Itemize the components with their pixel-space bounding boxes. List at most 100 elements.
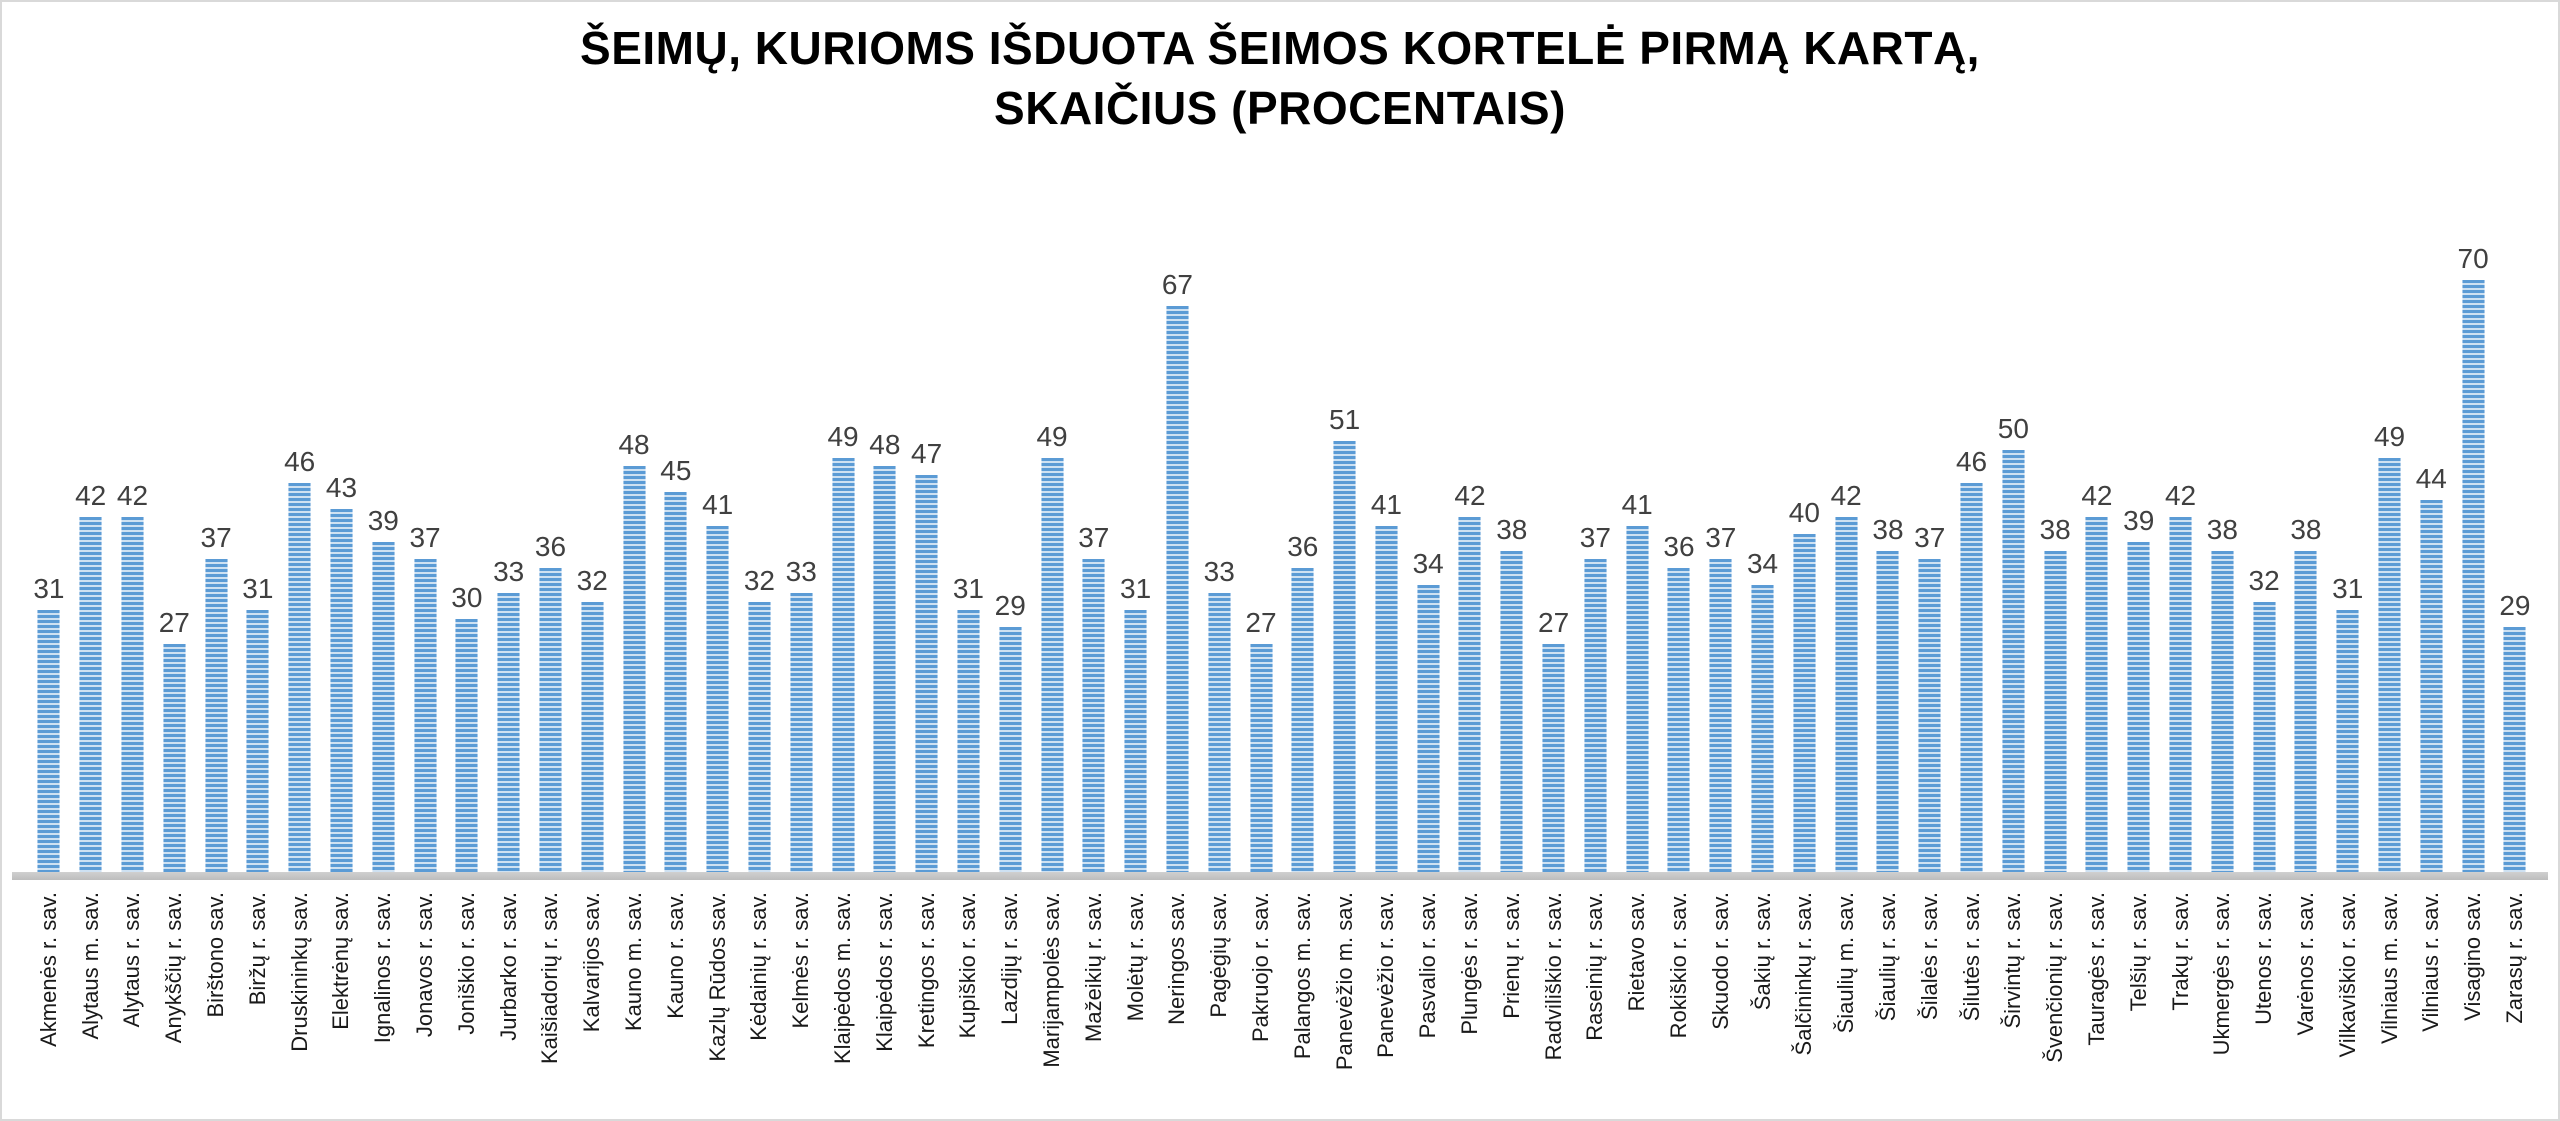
x-axis-label: Šilalės r. sav. [1916, 892, 1942, 1020]
bar[interactable] [2127, 542, 2151, 872]
bar[interactable] [162, 644, 186, 872]
bar-column: 37 [1574, 522, 1616, 872]
bar[interactable] [2461, 280, 2485, 872]
bar[interactable] [2336, 610, 2360, 872]
bar[interactable] [1876, 551, 1900, 872]
bar[interactable] [2169, 517, 2193, 872]
bar[interactable] [1291, 568, 1315, 872]
bar[interactable] [1458, 517, 1482, 872]
x-axis-label: Lazdijų r. sav. [997, 892, 1023, 1025]
x-axis-label: Rietavo sav. [1624, 892, 1650, 1012]
x-axis-label-cell: Akmenės r. sav. [28, 880, 70, 1106]
bar[interactable] [622, 466, 646, 872]
bar[interactable] [2294, 551, 2318, 872]
bar-column: 42 [70, 480, 112, 872]
bar-value-label: 38 [2206, 514, 2238, 545]
bar-column: 37 [1073, 522, 1115, 872]
bar-value-label: 36 [1663, 531, 1695, 562]
bar[interactable] [2043, 551, 2067, 872]
bar[interactable] [1834, 517, 1858, 872]
x-axis-label-cell: Elektrėnų sav. [321, 880, 363, 1106]
bar-column: 50 [1992, 413, 2034, 872]
bar-value-label: 27 [158, 607, 190, 638]
bar[interactable] [1082, 559, 1106, 872]
x-axis-label-cell: Šakių r. sav. [1742, 880, 1784, 1106]
bar[interactable] [497, 593, 521, 872]
bar[interactable] [1918, 559, 1942, 872]
x-axis-label: Skuodo r. sav. [1707, 892, 1733, 1030]
bar-column: 37 [1909, 522, 1951, 872]
bar[interactable] [2210, 551, 2234, 872]
bar[interactable] [1625, 526, 1649, 872]
x-axis-label-cell: Šiaulių r. sav. [1867, 880, 1909, 1106]
bar[interactable] [1124, 610, 1148, 872]
bar[interactable] [1751, 585, 1775, 872]
x-axis-label-cell: Ukmergės r. sav. [2201, 880, 2243, 1106]
bar[interactable] [37, 610, 61, 872]
x-axis-label: Radviliškio r. sav. [1540, 892, 1566, 1061]
x-axis-label-cell: Marijampolės sav. [1031, 880, 1073, 1106]
bar[interactable] [1542, 644, 1566, 872]
bar[interactable] [998, 627, 1022, 872]
bar-column: 30 [446, 582, 488, 872]
x-axis-label: Vilkaviškio r. sav. [2334, 892, 2360, 1058]
bar[interactable] [120, 517, 144, 872]
bar[interactable] [1583, 559, 1607, 872]
x-axis-label-cell: Klaipėdos m. sav. [822, 880, 864, 1106]
bar[interactable] [1960, 483, 1984, 872]
bar[interactable] [538, 568, 562, 872]
bar[interactable] [873, 466, 897, 872]
bar[interactable] [1333, 441, 1357, 872]
bar-value-label: 30 [451, 582, 483, 613]
bar[interactable] [413, 559, 437, 872]
bar[interactable] [956, 610, 980, 872]
bar[interactable] [2001, 450, 2025, 872]
bar[interactable] [1374, 526, 1398, 872]
bar-value-label: 39 [367, 505, 399, 536]
bar-column: 49 [822, 421, 864, 872]
bar[interactable] [831, 458, 855, 872]
bar[interactable] [915, 475, 939, 872]
bar[interactable] [1040, 458, 1064, 872]
bar-column: 27 [153, 607, 195, 872]
bar-value-label: 49 [1036, 421, 1068, 452]
x-axis-label: Kauno r. sav. [662, 892, 688, 1019]
x-axis-label: Šiaulių m. sav. [1833, 892, 1859, 1034]
x-axis-label: Švenčionių r. sav. [2042, 892, 2068, 1063]
bar[interactable] [580, 602, 604, 872]
x-axis-label: Klaipėdos m. sav. [830, 892, 856, 1065]
bar[interactable] [246, 610, 270, 872]
bar-value-label: 34 [1412, 548, 1444, 579]
bar-column: 39 [362, 505, 404, 872]
bar[interactable] [1207, 593, 1231, 872]
bar-value-label: 37 [200, 522, 232, 553]
bar[interactable] [1792, 534, 1816, 872]
bar[interactable] [2503, 627, 2527, 872]
bar[interactable] [706, 526, 730, 872]
bar[interactable] [664, 492, 688, 872]
bar[interactable] [1249, 644, 1273, 872]
bar[interactable] [2085, 517, 2109, 872]
bar[interactable] [455, 619, 479, 872]
bar-value-label: 33 [493, 556, 525, 587]
bar-value-label: 49 [827, 421, 859, 452]
bar[interactable] [2419, 500, 2443, 872]
bar[interactable] [1667, 568, 1691, 872]
bar[interactable] [1165, 306, 1189, 872]
bar[interactable] [371, 542, 395, 872]
bar[interactable] [2378, 458, 2402, 872]
bar[interactable] [1416, 585, 1440, 872]
bar[interactable] [204, 559, 228, 872]
bar[interactable] [329, 509, 353, 872]
bar[interactable] [1500, 551, 1524, 872]
bar[interactable] [747, 602, 771, 872]
x-axis-label: Molėtų r. sav. [1122, 892, 1148, 1022]
bar[interactable] [288, 483, 312, 872]
x-axis-label-cell: Anykščių r. sav. [153, 880, 195, 1106]
bar[interactable] [79, 517, 103, 872]
bar[interactable] [2252, 602, 2276, 872]
bar[interactable] [1709, 559, 1733, 872]
bar-column: 31 [2327, 573, 2369, 872]
bar[interactable] [789, 593, 813, 872]
x-axis-label: Kėdainių r. sav. [746, 892, 772, 1041]
